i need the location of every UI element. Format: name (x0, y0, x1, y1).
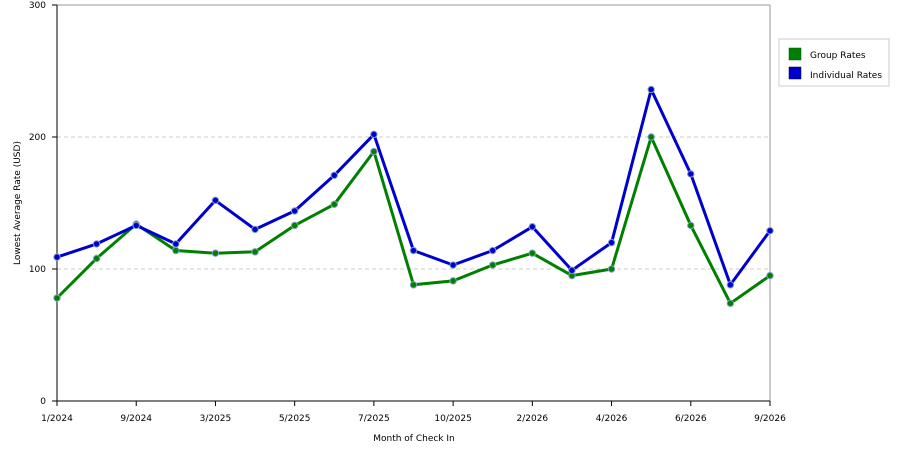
data-point (53, 253, 61, 261)
legend-label-individual: Individual Rates (810, 71, 882, 81)
data-point (647, 85, 655, 94)
x-tick-label: 3/2025 (200, 414, 232, 424)
data-point (330, 171, 338, 179)
data-point (409, 246, 418, 255)
x-tick-label: 9/2024 (120, 414, 152, 424)
y-tick-label: 200 (29, 133, 46, 143)
x-tick-label: 5/2025 (279, 414, 311, 424)
legend: Group Rates Individual Rates (778, 38, 890, 87)
data-point (687, 221, 695, 230)
x-ticks: 1/2024 9/2024 3/2025 5/2025 7/2025 10/2025 2/2… (41, 401, 786, 424)
data-point (528, 249, 537, 257)
data-point (726, 281, 735, 289)
data-point (766, 271, 774, 280)
y-axis-title: Lowest Average Rate (USD) (13, 141, 23, 265)
y-tick-label: 300 (29, 1, 46, 11)
x-tick-label: 2/2026 (516, 414, 548, 424)
series (53, 85, 774, 308)
data-point (290, 221, 299, 230)
legend-swatch-individual (788, 66, 802, 80)
data-point (211, 196, 220, 205)
data-point (172, 246, 180, 255)
data-point (568, 266, 576, 275)
plot-area-frame (56, 4, 771, 402)
data-point (370, 130, 378, 139)
data-point (370, 147, 378, 156)
series-group-rates (53, 133, 774, 308)
data-point (251, 225, 259, 234)
data-point (172, 240, 180, 248)
x-tick-label: 7/2025 (358, 414, 390, 424)
data-point (489, 261, 497, 269)
data-point (528, 223, 537, 231)
data-point (647, 133, 655, 141)
series-line (55, 88, 772, 287)
data-point (290, 207, 299, 215)
data-point (687, 170, 695, 178)
data-point (409, 281, 418, 289)
x-tick-label: 10/2025 (434, 414, 471, 424)
x-tick-label: 9/2026 (754, 414, 786, 424)
data-point (92, 240, 101, 248)
data-point (489, 246, 497, 255)
series-individual-rates (53, 85, 774, 289)
x-tick-label: 6/2026 (675, 414, 707, 424)
y-ticks: 0 100 200 300 (29, 1, 57, 407)
y-tick-label: 100 (29, 265, 46, 275)
x-axis-title: Month of Check In (373, 434, 455, 444)
x-tick-label: 1/2024 (41, 414, 73, 424)
data-point (449, 277, 457, 285)
data-point (449, 261, 457, 269)
series-line (55, 135, 772, 305)
data-point (251, 248, 259, 256)
data-point (607, 238, 616, 247)
data-point (211, 249, 220, 257)
data-point (92, 254, 101, 263)
data-point (330, 200, 338, 209)
data-point (726, 299, 735, 308)
legend-swatch-group (788, 47, 802, 61)
y-tick-label: 0 (40, 397, 46, 407)
data-point (53, 294, 61, 302)
x-tick-label: 4/2026 (596, 414, 628, 424)
legend-label-group: Group Rates (810, 51, 866, 61)
axes (56, 4, 771, 402)
data-point (132, 221, 140, 230)
data-point (607, 265, 616, 273)
data-point (766, 227, 774, 235)
